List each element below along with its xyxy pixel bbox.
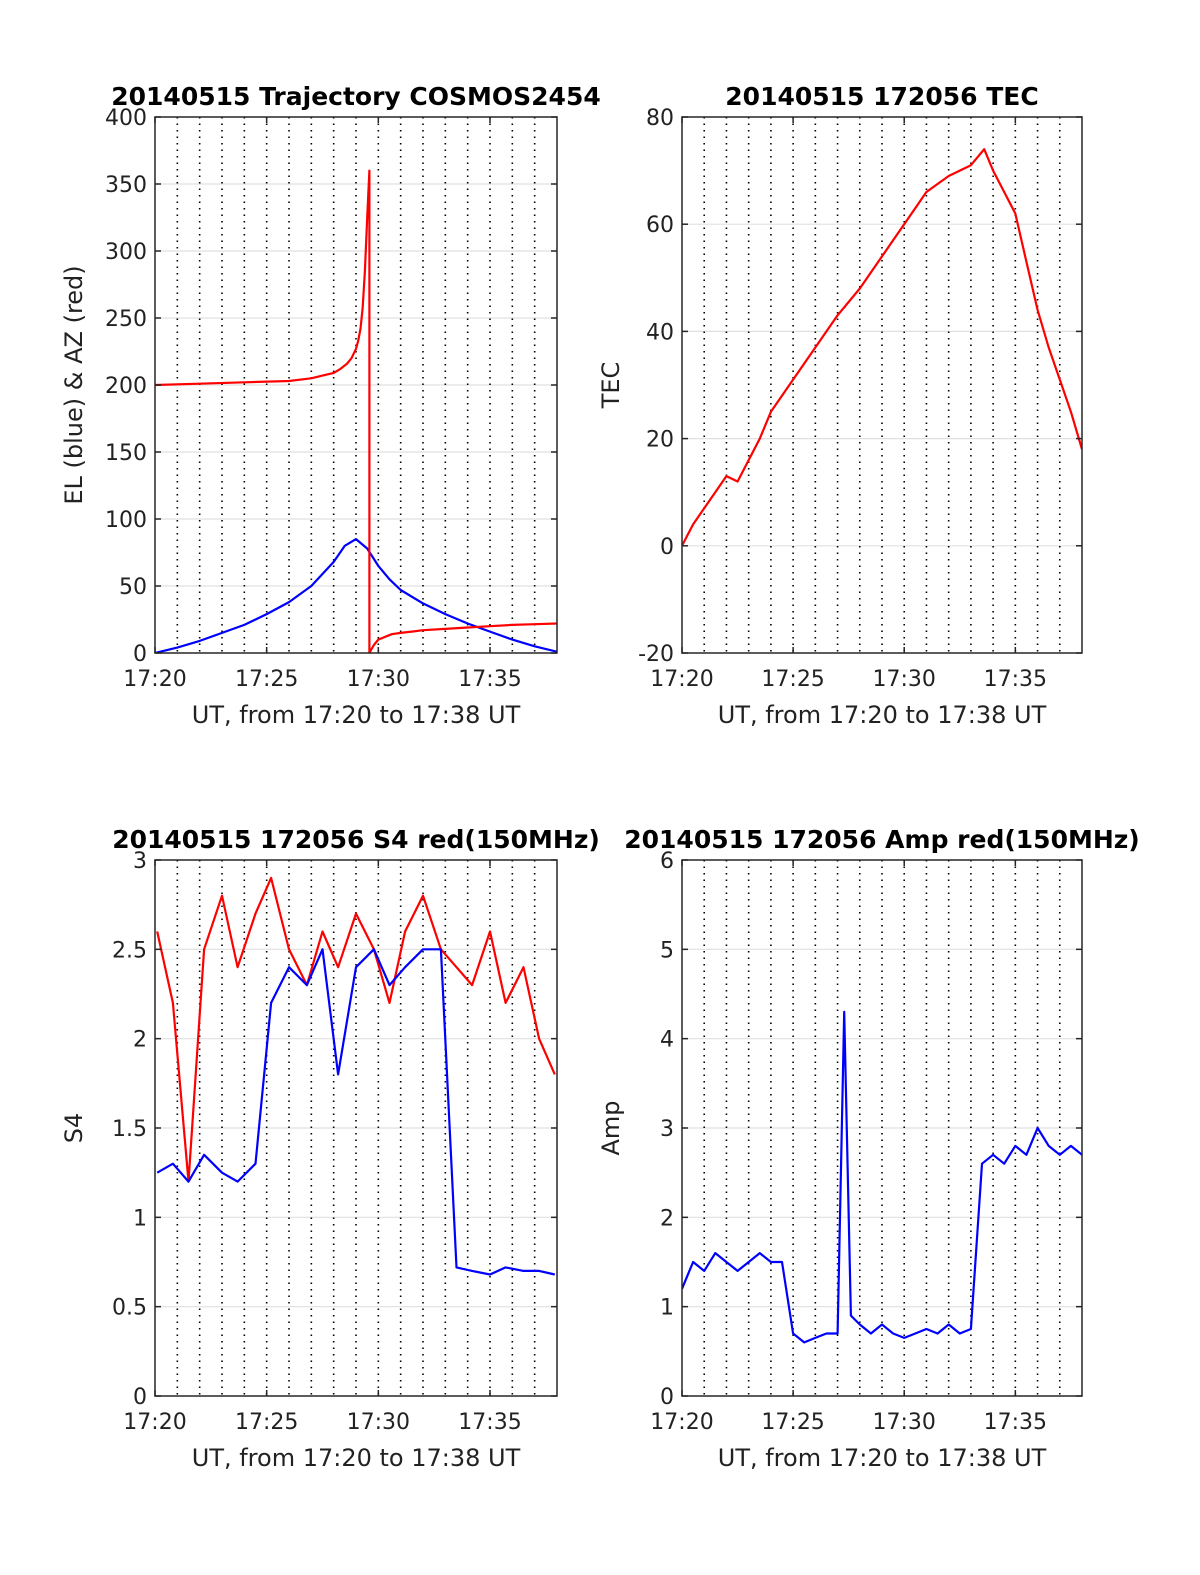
y-tick-label: 300 — [105, 240, 147, 265]
chart-s4: 0 0.5 1 1.5 2 2.5 3 17:20 17:25 17:30 17:35 2014051… — [60, 825, 600, 1472]
y-tick-label: 0 — [660, 1385, 674, 1410]
x-tick-label: 17:30 — [873, 1410, 936, 1435]
y-tick-label: 3 — [660, 1117, 674, 1142]
x-tick-label: 17:20 — [650, 1410, 713, 1435]
y-tick-label: 0.5 — [112, 1296, 147, 1321]
y-tick-label: 2.5 — [112, 938, 147, 963]
series-line-0 — [156, 876, 556, 1183]
y-tick-label: 0 — [133, 642, 147, 667]
x-axis-label: UT, from 17:20 to 17:38 UT — [718, 701, 1047, 729]
y-tick-label: 0 — [133, 1385, 147, 1410]
x-tick-label: 17:25 — [761, 667, 824, 692]
chart-title: 20140515 Trajectory COSMOS2454 — [111, 82, 601, 111]
y-tick-label: 60 — [646, 213, 674, 238]
y-tick-label: -20 — [638, 642, 674, 667]
y-tick-label: 250 — [105, 307, 147, 332]
series-line-1 — [156, 948, 556, 1276]
y-tick-label: 2 — [133, 1028, 147, 1053]
y-tick-label: 3 — [133, 849, 147, 874]
y-tick-label: 40 — [646, 320, 674, 345]
series-line-1 — [155, 169, 557, 653]
y-tick-label: 400 — [105, 106, 147, 131]
x-tick-label: 17:30 — [347, 1410, 410, 1435]
series-line-0 — [682, 148, 1082, 547]
axes-frame — [681, 116, 1083, 654]
chart-title: 20140515 172056 TEC — [725, 82, 1038, 111]
y-tick-label: 50 — [119, 575, 147, 600]
chart-title: 20140515 172056 S4 red(150MHz) — [112, 825, 600, 854]
y-axis-label: TEC — [597, 362, 625, 410]
y-axis-label: Amp — [597, 1100, 625, 1155]
y-tick-label: 1 — [660, 1296, 674, 1321]
y-tick-label: 1 — [133, 1206, 147, 1231]
x-tick-label: 17:35 — [458, 667, 521, 692]
x-axis-label: UT, from 17:20 to 17:38 UT — [192, 1444, 521, 1472]
x-tick-label: 17:35 — [458, 1410, 521, 1435]
y-axis-label: S4 — [60, 1113, 88, 1144]
x-tick-label: 17:35 — [984, 667, 1047, 692]
x-axis-label: UT, from 17:20 to 17:38 UT — [192, 701, 521, 729]
x-tick-label: 17:30 — [347, 667, 410, 692]
y-tick-label: 2 — [660, 1206, 674, 1231]
chart-title: 20140515 172056 Amp red(150MHz) — [624, 825, 1140, 854]
x-tick-label: 17:30 — [873, 667, 936, 692]
y-tick-label: 80 — [646, 106, 674, 131]
x-tick-label: 17:25 — [235, 667, 298, 692]
x-tick-label: 17:20 — [650, 667, 713, 692]
x-tick-label: 17:20 — [123, 1410, 186, 1435]
y-tick-label: 4 — [660, 1028, 674, 1053]
y-tick-label: 0 — [660, 535, 674, 560]
x-tick-label: 17:35 — [984, 1410, 1047, 1435]
y-tick-label: 1.5 — [112, 1117, 147, 1142]
chart-amp: 0 1 2 3 4 5 6 17:20 17:25 17:30 17:35 20140515 1720… — [597, 825, 1140, 1472]
y-tick-label: 6 — [660, 849, 674, 874]
y-tick-label: 100 — [105, 508, 147, 533]
x-tick-label: 17:20 — [123, 667, 186, 692]
y-axis-label: EL (blue) & AZ (red) — [60, 265, 88, 504]
y-tick-label: 5 — [660, 938, 674, 963]
y-tick-label: 350 — [105, 173, 147, 198]
y-tick-label: 200 — [105, 374, 147, 399]
x-axis-label: UT, from 17:20 to 17:38 UT — [718, 1444, 1047, 1472]
y-tick-label: 20 — [646, 428, 674, 453]
x-tick-label: 17:25 — [235, 1410, 298, 1435]
x-tick-label: 17:25 — [761, 1410, 824, 1435]
y-tick-label: 150 — [105, 441, 147, 466]
series-line-0 — [682, 1010, 1082, 1344]
chart-tec: -20 0 20 40 60 80 17:20 17:25 17:30 17:35 20140515… — [597, 82, 1083, 729]
chart-traj: 0 50 100 150 200 250 300 350 400 17:20 17:25 17:30 1… — [60, 82, 601, 729]
